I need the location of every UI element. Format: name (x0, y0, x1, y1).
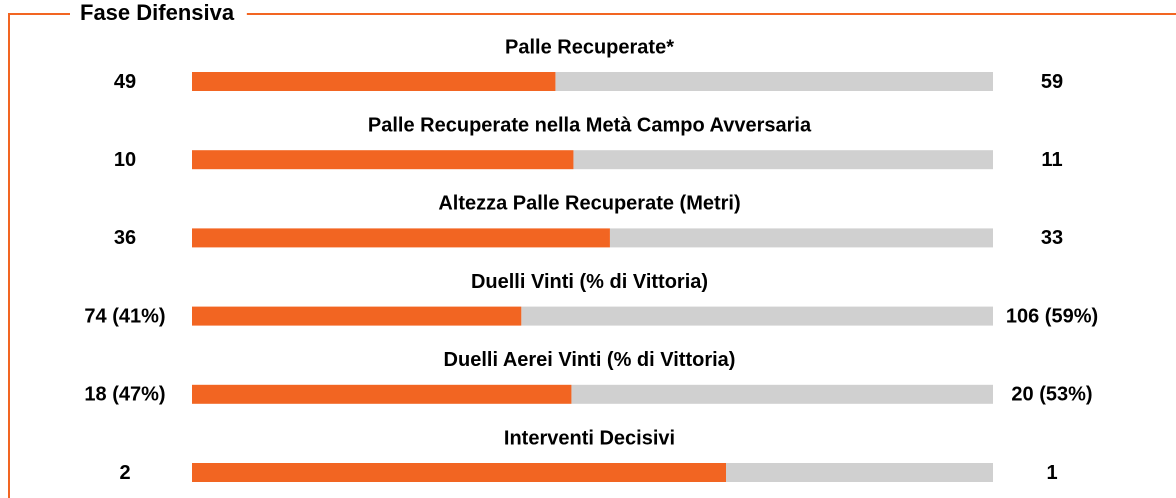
bar-right (571, 384, 993, 404)
right-value: 11 (1041, 149, 1062, 171)
chart-title: Fase Difensiva (80, 0, 235, 25)
left-value: 18 (47%) (84, 384, 165, 406)
metric-label: Interventi Decisivi (504, 427, 675, 449)
bar-left (192, 150, 574, 170)
bar-left (192, 306, 522, 326)
bar-left (192, 463, 726, 482)
metric-label: Duelli Vinti (% di Vittoria) (471, 271, 708, 293)
metric-label: Altezza Palle Recuperate (Metri) (438, 193, 740, 215)
bar-right (555, 72, 993, 91)
metric-label: Palle Recuperate nella Metà Campo Avvers… (368, 114, 812, 136)
bar-right (726, 463, 993, 482)
right-value: 106 (59%) (1006, 305, 1098, 327)
bar-left (192, 384, 572, 404)
bar-left (192, 72, 556, 91)
right-value: 20 (53%) (1011, 384, 1092, 406)
bar-right (609, 228, 993, 248)
bar-right (521, 306, 993, 326)
left-value: 36 (114, 227, 136, 249)
left-value: 49 (114, 71, 136, 93)
right-value: 1 (1046, 462, 1057, 484)
right-value: 59 (1041, 71, 1063, 93)
metric-label: Duelli Aerei Vinti (% di Vittoria) (444, 349, 736, 371)
bar-left (192, 228, 610, 248)
metric-label: Palle Recuperate* (505, 36, 674, 58)
left-value: 2 (119, 462, 130, 484)
left-value: 10 (114, 149, 136, 171)
right-value: 33 (1041, 227, 1063, 249)
left-value: 74 (41%) (84, 305, 165, 327)
bar-right (573, 150, 993, 170)
